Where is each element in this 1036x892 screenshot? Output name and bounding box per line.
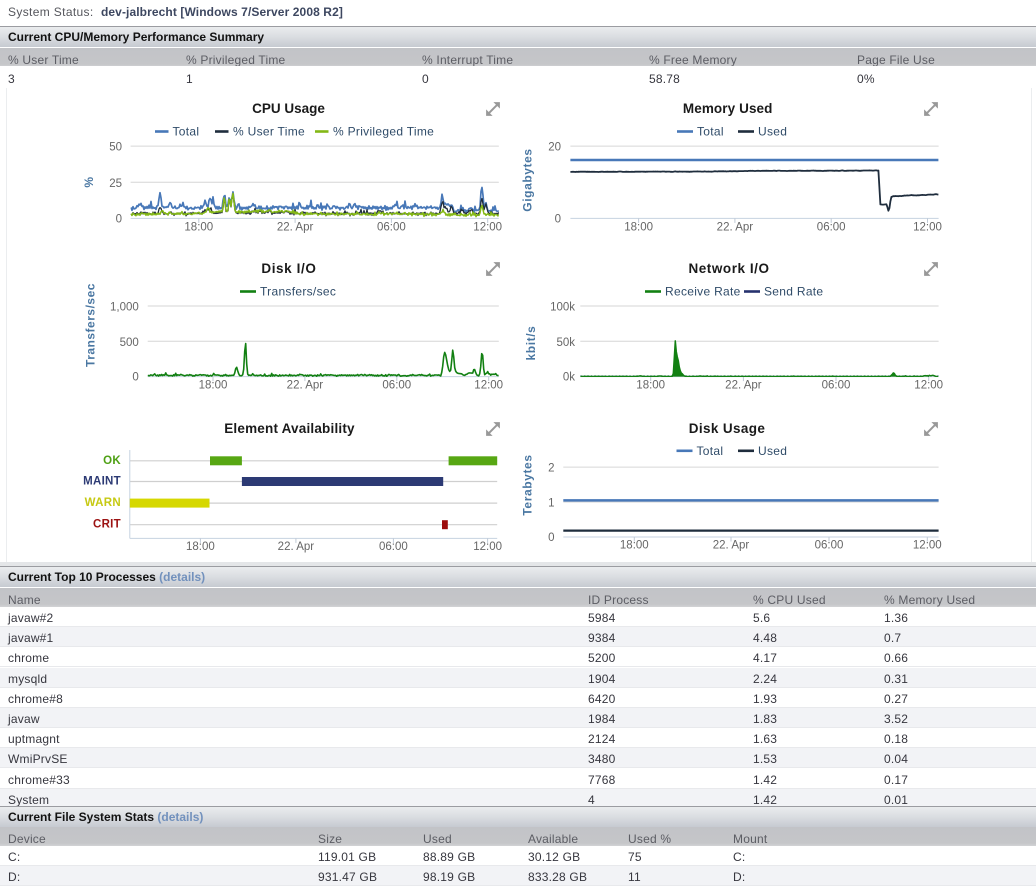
svg-text:2: 2: [548, 463, 554, 475]
svg-text:18:00: 18:00: [636, 380, 665, 392]
svg-text:22. Apr: 22. Apr: [278, 541, 315, 553]
svg-text:12:00: 12:00: [473, 222, 502, 234]
svg-text:CRIT: CRIT: [93, 519, 121, 531]
svg-text:CPU Usage: CPU Usage: [252, 101, 325, 116]
svg-text:12:00: 12:00: [914, 380, 943, 392]
svg-text:50k: 50k: [556, 337, 575, 349]
svg-text:06:00: 06:00: [379, 541, 408, 553]
svg-text:22. Apr: 22. Apr: [277, 222, 314, 234]
svg-text:% User Time: % User Time: [233, 125, 305, 139]
svg-text:OK: OK: [103, 455, 121, 467]
svg-text:%: %: [82, 177, 96, 188]
svg-text:WARN: WARN: [85, 497, 121, 509]
svg-text:18:00: 18:00: [624, 222, 653, 234]
svg-text:Transfers/sec: Transfers/sec: [260, 285, 336, 299]
svg-text:06:00: 06:00: [822, 380, 851, 392]
svg-text:22. Apr: 22. Apr: [717, 222, 754, 234]
svg-text:0k: 0k: [563, 372, 575, 384]
svg-text:Element Availability: Element Availability: [224, 421, 355, 436]
svg-text:18:00: 18:00: [620, 540, 649, 552]
svg-text:Send Rate: Send Rate: [764, 285, 823, 299]
svg-text:22. Apr: 22. Apr: [725, 380, 762, 392]
svg-text:18:00: 18:00: [199, 380, 228, 392]
svg-text:12:00: 12:00: [473, 541, 502, 553]
svg-text:22. Apr: 22. Apr: [713, 540, 750, 552]
svg-text:Total: Total: [697, 444, 724, 458]
svg-text:100k: 100k: [550, 302, 575, 314]
svg-text:25: 25: [109, 178, 122, 190]
svg-text:MAINT: MAINT: [83, 476, 121, 488]
svg-text:Total: Total: [173, 125, 200, 139]
svg-text:500: 500: [120, 337, 139, 349]
svg-text:50: 50: [109, 142, 122, 154]
svg-text:0: 0: [548, 532, 554, 544]
svg-text:Transfers/sec: Transfers/sec: [84, 283, 98, 367]
svg-text:Gigabytes: Gigabytes: [521, 148, 535, 211]
svg-text:06:00: 06:00: [382, 380, 411, 392]
svg-text:0: 0: [555, 214, 561, 226]
svg-text:1,000: 1,000: [110, 302, 139, 314]
svg-text:Disk I/O: Disk I/O: [261, 261, 316, 276]
svg-text:12:00: 12:00: [474, 380, 503, 392]
svg-text:0: 0: [132, 372, 138, 384]
svg-text:Disk Usage: Disk Usage: [689, 421, 766, 436]
svg-text:Used: Used: [758, 125, 787, 139]
svg-text:Used: Used: [758, 444, 787, 458]
svg-text:Receive Rate: Receive Rate: [665, 285, 741, 299]
svg-text:12:00: 12:00: [913, 540, 942, 552]
svg-text:06:00: 06:00: [377, 222, 406, 234]
svg-text:20: 20: [548, 142, 561, 154]
svg-text:Total: Total: [697, 125, 724, 139]
svg-text:Memory Used: Memory Used: [683, 101, 773, 116]
svg-text:% Privileged Time: % Privileged Time: [333, 125, 434, 139]
svg-text:kbit/s: kbit/s: [524, 326, 538, 361]
svg-text:Network I/O: Network I/O: [688, 261, 769, 276]
svg-text:06:00: 06:00: [815, 540, 844, 552]
svg-text:1: 1: [548, 498, 554, 510]
svg-text:0: 0: [116, 214, 122, 226]
svg-text:22. Apr: 22. Apr: [287, 380, 324, 392]
svg-text:18:00: 18:00: [186, 541, 215, 553]
svg-text:06:00: 06:00: [817, 222, 846, 234]
svg-text:12:00: 12:00: [913, 222, 942, 234]
svg-text:18:00: 18:00: [184, 222, 213, 234]
svg-text:Terabytes: Terabytes: [521, 454, 535, 515]
